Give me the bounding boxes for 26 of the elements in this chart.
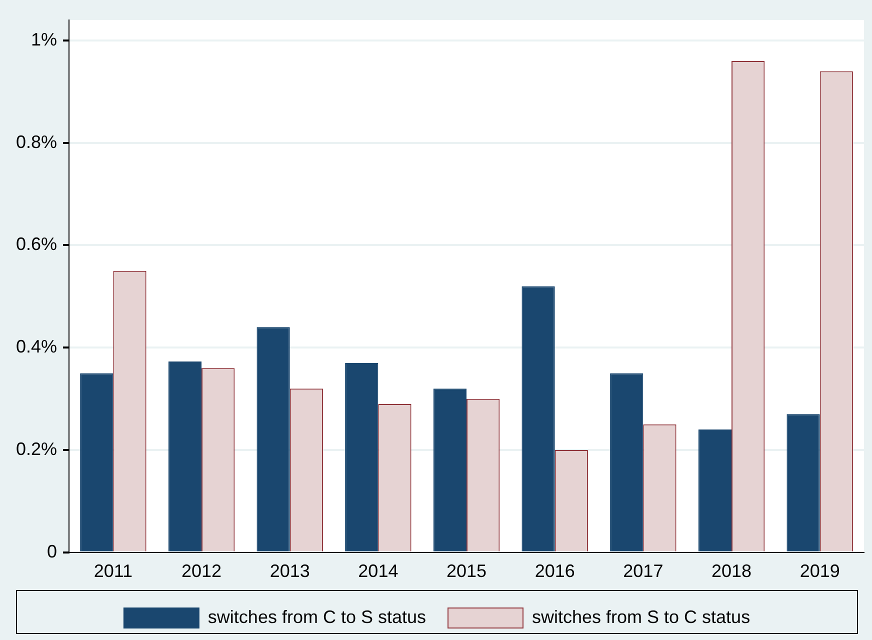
x-tick-label: 2018	[711, 561, 752, 582]
bar	[698, 430, 732, 552]
bar	[345, 362, 378, 552]
x-tick-label: 2013	[270, 561, 310, 582]
y-tick-label: 0.4%	[16, 336, 58, 357]
legend-label: switches from S to C status	[532, 606, 750, 627]
legend-label: switches from C to S status	[208, 606, 426, 627]
x-tick-label: 2014	[358, 561, 398, 582]
bar	[786, 414, 820, 552]
x-tick-label: 2019	[800, 561, 840, 582]
bar	[168, 361, 202, 552]
y-tick-label: 0.6%	[16, 234, 58, 254]
bar	[610, 373, 644, 552]
x-tick-label: 2016	[534, 561, 575, 582]
y-tick-label: 0.2%	[16, 438, 58, 459]
y-tick-label: 1%	[31, 29, 58, 50]
bar	[80, 373, 114, 552]
bar	[433, 388, 467, 552]
bar	[522, 286, 555, 552]
y-tick-label: 0	[47, 541, 58, 562]
x-tick-label: 2011	[94, 561, 133, 582]
x-tick-label: 2015	[446, 561, 487, 582]
x-tick-label: 2017	[623, 561, 664, 582]
y-tick-label: 0.8%	[16, 132, 58, 152]
x-tick-label: 2012	[182, 561, 222, 582]
bar	[256, 327, 290, 552]
